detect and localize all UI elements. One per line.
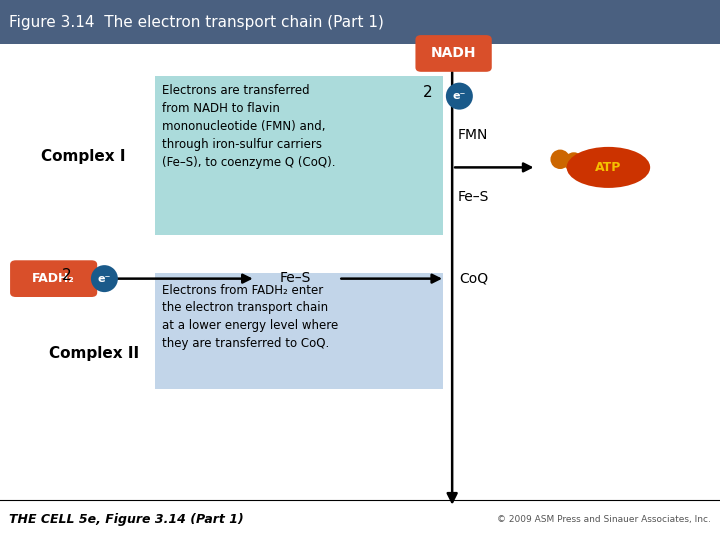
Text: CoQ: CoQ xyxy=(459,272,488,286)
Ellipse shape xyxy=(91,265,118,292)
Text: 2: 2 xyxy=(423,85,432,100)
Ellipse shape xyxy=(564,152,584,172)
FancyBboxPatch shape xyxy=(415,35,492,72)
Text: e⁻: e⁻ xyxy=(98,274,111,284)
Bar xyxy=(0,0,720,44)
Text: Figure 3.14  The electron transport chain (Part 1): Figure 3.14 The electron transport chain… xyxy=(9,15,384,30)
Text: Fe–S: Fe–S xyxy=(457,190,489,204)
Text: Fe–S: Fe–S xyxy=(279,271,311,285)
Text: Electrons are transferred
from NADH to flavin
mononucleotide (FMN) and,
through : Electrons are transferred from NADH to f… xyxy=(162,84,336,168)
Text: NADH: NADH xyxy=(431,46,477,60)
Text: THE CELL 5e, Figure 3.14 (Part 1): THE CELL 5e, Figure 3.14 (Part 1) xyxy=(9,513,243,526)
Ellipse shape xyxy=(550,150,570,169)
Text: FMN: FMN xyxy=(457,128,487,142)
Text: Electrons from FADH₂ enter
the electron transport chain
at a lower energy level : Electrons from FADH₂ enter the electron … xyxy=(162,284,338,350)
Ellipse shape xyxy=(575,158,595,177)
Text: 2: 2 xyxy=(62,268,71,283)
Bar xyxy=(155,273,443,389)
FancyBboxPatch shape xyxy=(10,260,97,297)
Ellipse shape xyxy=(567,147,650,188)
Text: Complex II: Complex II xyxy=(48,346,139,361)
Text: e⁻: e⁻ xyxy=(453,91,466,101)
Bar xyxy=(155,76,443,235)
Ellipse shape xyxy=(446,83,473,110)
Text: Complex I: Complex I xyxy=(40,149,125,164)
Text: ATP: ATP xyxy=(595,161,621,174)
Text: FADH₂: FADH₂ xyxy=(32,272,75,285)
Text: © 2009 ASM Press and Sinauer Associates, Inc.: © 2009 ASM Press and Sinauer Associates,… xyxy=(498,515,711,524)
